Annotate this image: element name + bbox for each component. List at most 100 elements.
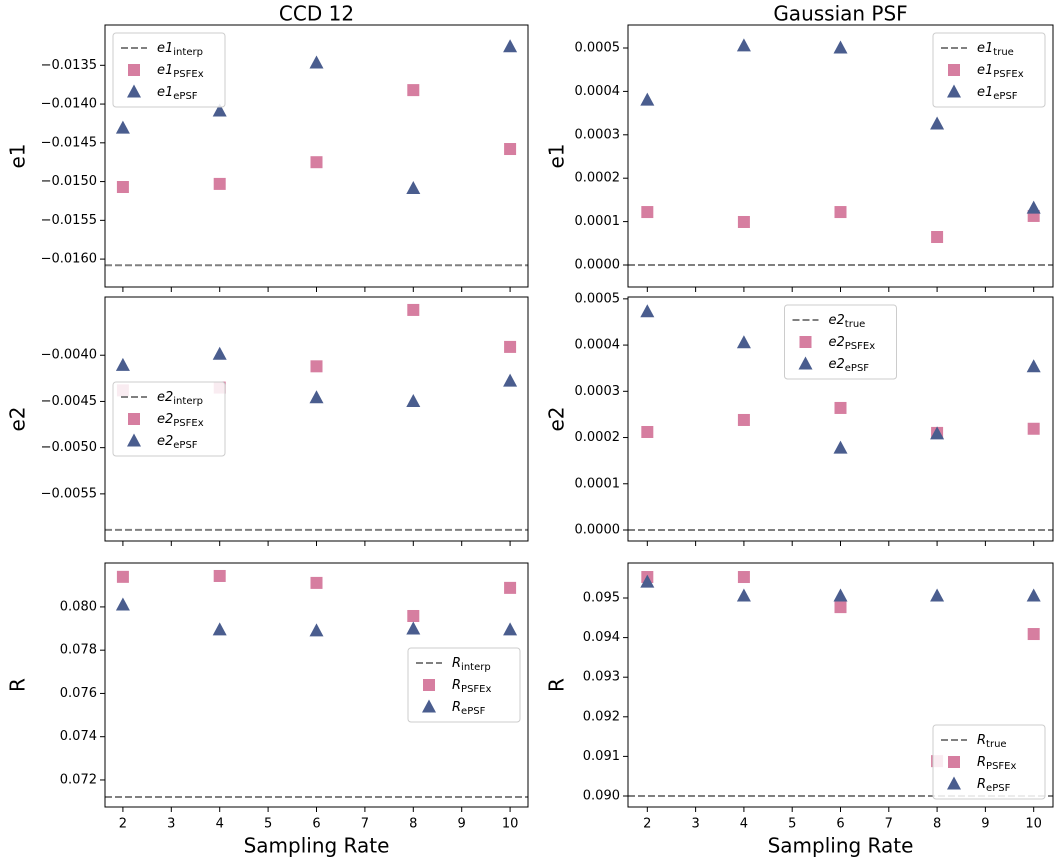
marker-square — [737, 413, 750, 426]
y-tick-label: −0.0040 — [41, 348, 97, 363]
legend-subscript: PSFEx — [986, 761, 1016, 772]
marker-square — [799, 336, 812, 348]
marker-triangle — [406, 393, 421, 407]
legend-subscript: PSFEx — [461, 684, 491, 695]
marker-square — [641, 425, 654, 438]
legend-subscript: ePSF — [173, 91, 198, 102]
marker-triangle — [930, 116, 945, 130]
marker-triangle — [309, 55, 324, 69]
marker-triangle — [833, 440, 848, 454]
marker-square — [504, 581, 517, 594]
y-tick-label: 0.0002 — [575, 430, 621, 445]
legend-box — [932, 724, 1046, 800]
y-tick-label: −0.0160 — [41, 252, 97, 267]
marker-square — [213, 177, 226, 190]
marker-triangle — [947, 84, 961, 98]
legend-label: e2ePSF — [157, 434, 198, 452]
legend-label: Rinterp — [452, 656, 491, 674]
marker-triangle — [503, 622, 518, 636]
legend-name: R — [977, 777, 986, 792]
legend-box — [407, 647, 521, 723]
x-tick-label: 8 — [409, 817, 417, 832]
y-tick-label: 0.094 — [583, 630, 620, 645]
x-tick-label: 2 — [119, 817, 127, 832]
legend-name: R — [977, 755, 986, 770]
marker-square — [948, 756, 960, 768]
marker-triangle — [406, 181, 421, 195]
panel-title: CCD 12 — [279, 2, 354, 26]
marker-triangle — [947, 776, 961, 790]
marker-triangle — [640, 92, 655, 106]
legend-box — [932, 32, 1046, 108]
y-tick-label: 0.0001 — [575, 476, 621, 491]
y-tick-label: 0.072 — [60, 772, 97, 787]
marker-square — [931, 231, 944, 244]
legend-box — [784, 304, 897, 380]
marker-triangle — [422, 699, 436, 713]
marker-triangle — [406, 621, 421, 635]
marker-square — [116, 181, 129, 194]
legend-label: e2PSFEx — [157, 412, 204, 430]
y-tick-label: −0.0140 — [41, 97, 97, 112]
y-tick-label: −0.0135 — [41, 58, 97, 73]
marker-triangle — [736, 588, 751, 602]
x-tick-label: 6 — [836, 817, 844, 832]
marker-triangle — [1026, 588, 1041, 602]
legend-name: e2 — [157, 434, 173, 449]
marker-square — [504, 340, 517, 353]
marker-triangle — [798, 356, 813, 370]
legend-name: e1 — [977, 85, 993, 100]
y-tick-label: 0.095 — [583, 591, 620, 606]
y-tick-label: 0.078 — [60, 643, 97, 658]
y-tick-label: 0.0000 — [575, 522, 621, 537]
y-tick-label: 0.0000 — [575, 257, 621, 272]
y-tick-label: −0.0055 — [41, 486, 97, 501]
x-tick-label: 3 — [167, 817, 175, 832]
marker-triangle — [736, 335, 751, 349]
marker-triangle — [115, 597, 130, 611]
panel-title: Gaussian PSF — [773, 2, 907, 26]
legend-label: e1PSFEx — [977, 63, 1024, 81]
plot-frame — [104, 24, 529, 288]
y-tick-label: 0.091 — [583, 749, 620, 764]
y-tick-label: 0.0003 — [575, 127, 621, 142]
legend-label: e1true — [977, 41, 1014, 59]
x-tick-label: 9 — [458, 817, 466, 832]
marker-triangle — [127, 84, 141, 98]
legend-label: e2interp — [157, 390, 203, 408]
legend-subscript: PSFEx — [173, 418, 203, 429]
x-tick-label: 7 — [885, 817, 893, 832]
marker-square — [310, 360, 323, 373]
marker-triangle — [503, 373, 518, 387]
x-axis-label: Sampling Rate — [244, 834, 390, 858]
y-tick-label: 0.0004 — [575, 84, 621, 99]
legend-label: RPSFEx — [977, 755, 1016, 773]
legend-label: RePSF — [452, 700, 486, 718]
legend-subscript: ePSF — [173, 440, 198, 451]
legend-name: R — [977, 733, 986, 748]
y-axis-label: e1 — [545, 143, 569, 168]
legend-label: RPSFEx — [452, 678, 491, 696]
legend-subscript: PSFEx — [993, 69, 1023, 80]
y-tick-label: −0.0155 — [41, 213, 97, 228]
y-tick-label: 0.0004 — [575, 338, 621, 353]
x-tick-label: 7 — [361, 817, 369, 832]
marker-triangle — [309, 390, 324, 404]
legend-name: e1 — [977, 41, 993, 56]
legend-name: e1 — [157, 85, 173, 100]
legend-subscript: interp — [173, 47, 203, 58]
legend-name: e1 — [157, 63, 173, 78]
y-tick-label: −0.0045 — [41, 394, 97, 409]
legend-subscript: PSFEx — [845, 341, 875, 352]
y-tick-label: 0.0001 — [575, 214, 621, 229]
legend-label: e2true — [829, 313, 866, 331]
legend-label: e2ePSF — [829, 357, 870, 375]
y-tick-label: 0.0002 — [575, 171, 621, 186]
legend-subscript: true — [986, 739, 1007, 750]
marker-square — [737, 215, 750, 228]
plot-frame — [627, 296, 1054, 542]
marker-square — [116, 570, 129, 583]
plot-frame — [627, 562, 1054, 808]
legend-subscript: true — [993, 47, 1014, 58]
marker-triangle — [833, 588, 848, 602]
